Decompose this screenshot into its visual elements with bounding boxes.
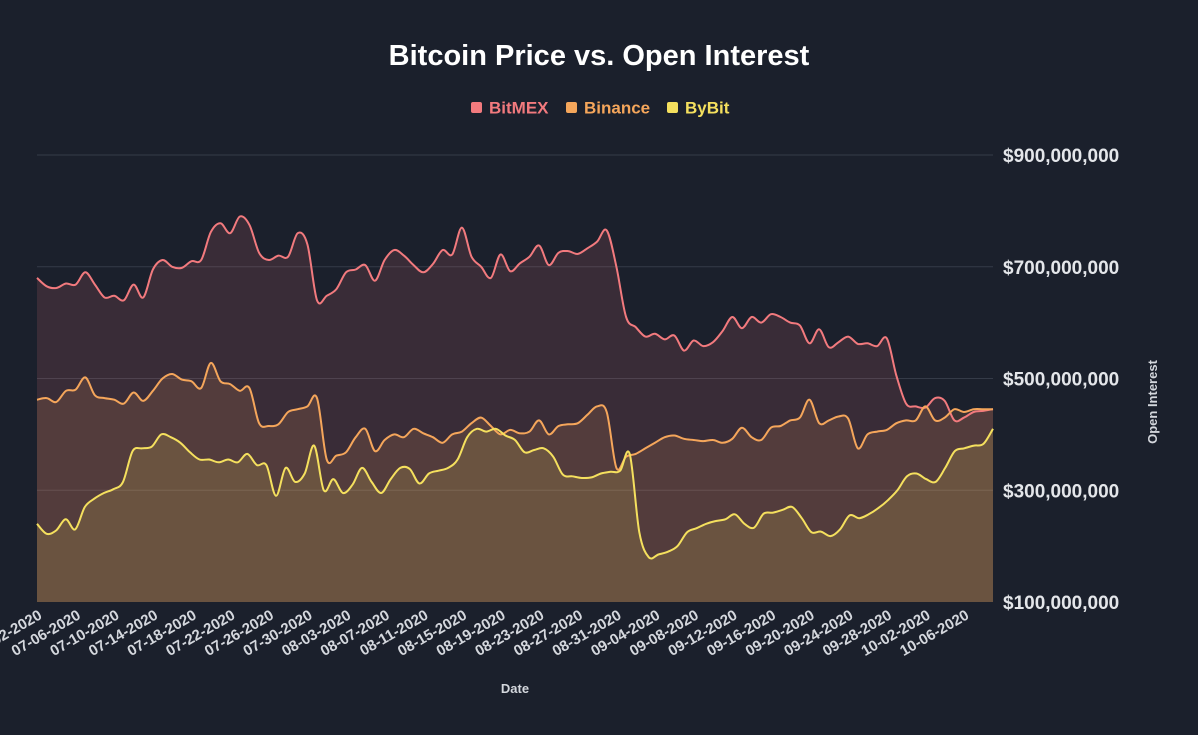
legend-swatch xyxy=(566,102,577,113)
x-axis-title: Date xyxy=(501,681,529,696)
y-tick-label: $500,000,000 xyxy=(1003,370,1119,391)
legend-item-binance[interactable]: Binance xyxy=(566,99,650,118)
legend-swatch xyxy=(471,102,482,113)
line-bitmex xyxy=(36,215,994,423)
legend-swatch xyxy=(667,102,678,113)
y-tick-label: $100,000,000 xyxy=(1003,593,1119,614)
y-tick-label: $300,000,000 xyxy=(1003,481,1119,502)
legend-label: Binance xyxy=(584,99,650,118)
line-bybit xyxy=(36,427,994,560)
y-axis-title: Open Interest xyxy=(1145,359,1160,443)
legend-item-bitmex[interactable]: BitMEX xyxy=(471,99,549,118)
area-bybit xyxy=(37,428,993,602)
series-lines xyxy=(36,215,994,560)
line-binance xyxy=(36,361,994,471)
area-binance xyxy=(37,362,993,602)
grid-lines xyxy=(37,154,993,491)
series-areas xyxy=(37,216,993,602)
legend-label: BitMEX xyxy=(489,99,549,118)
y-tick-label: $900,000,000 xyxy=(1003,146,1119,167)
chart-title: Bitcoin Price vs. Open Interest xyxy=(389,40,810,72)
legend: BitMEX Binance ByBit xyxy=(471,99,730,118)
area-bitmex xyxy=(37,216,993,602)
legend-item-bybit[interactable]: ByBit xyxy=(667,99,730,118)
legend-label: ByBit xyxy=(685,99,730,118)
y-tick-label: $700,000,000 xyxy=(1003,258,1119,279)
y-axis-ticks: $100,000,000 $300,000,000 $500,000,000 $700… xyxy=(1003,146,1119,614)
x-axis-ticks: 07-02-202007-06-202007-10-202007-14-2020… xyxy=(0,607,972,660)
